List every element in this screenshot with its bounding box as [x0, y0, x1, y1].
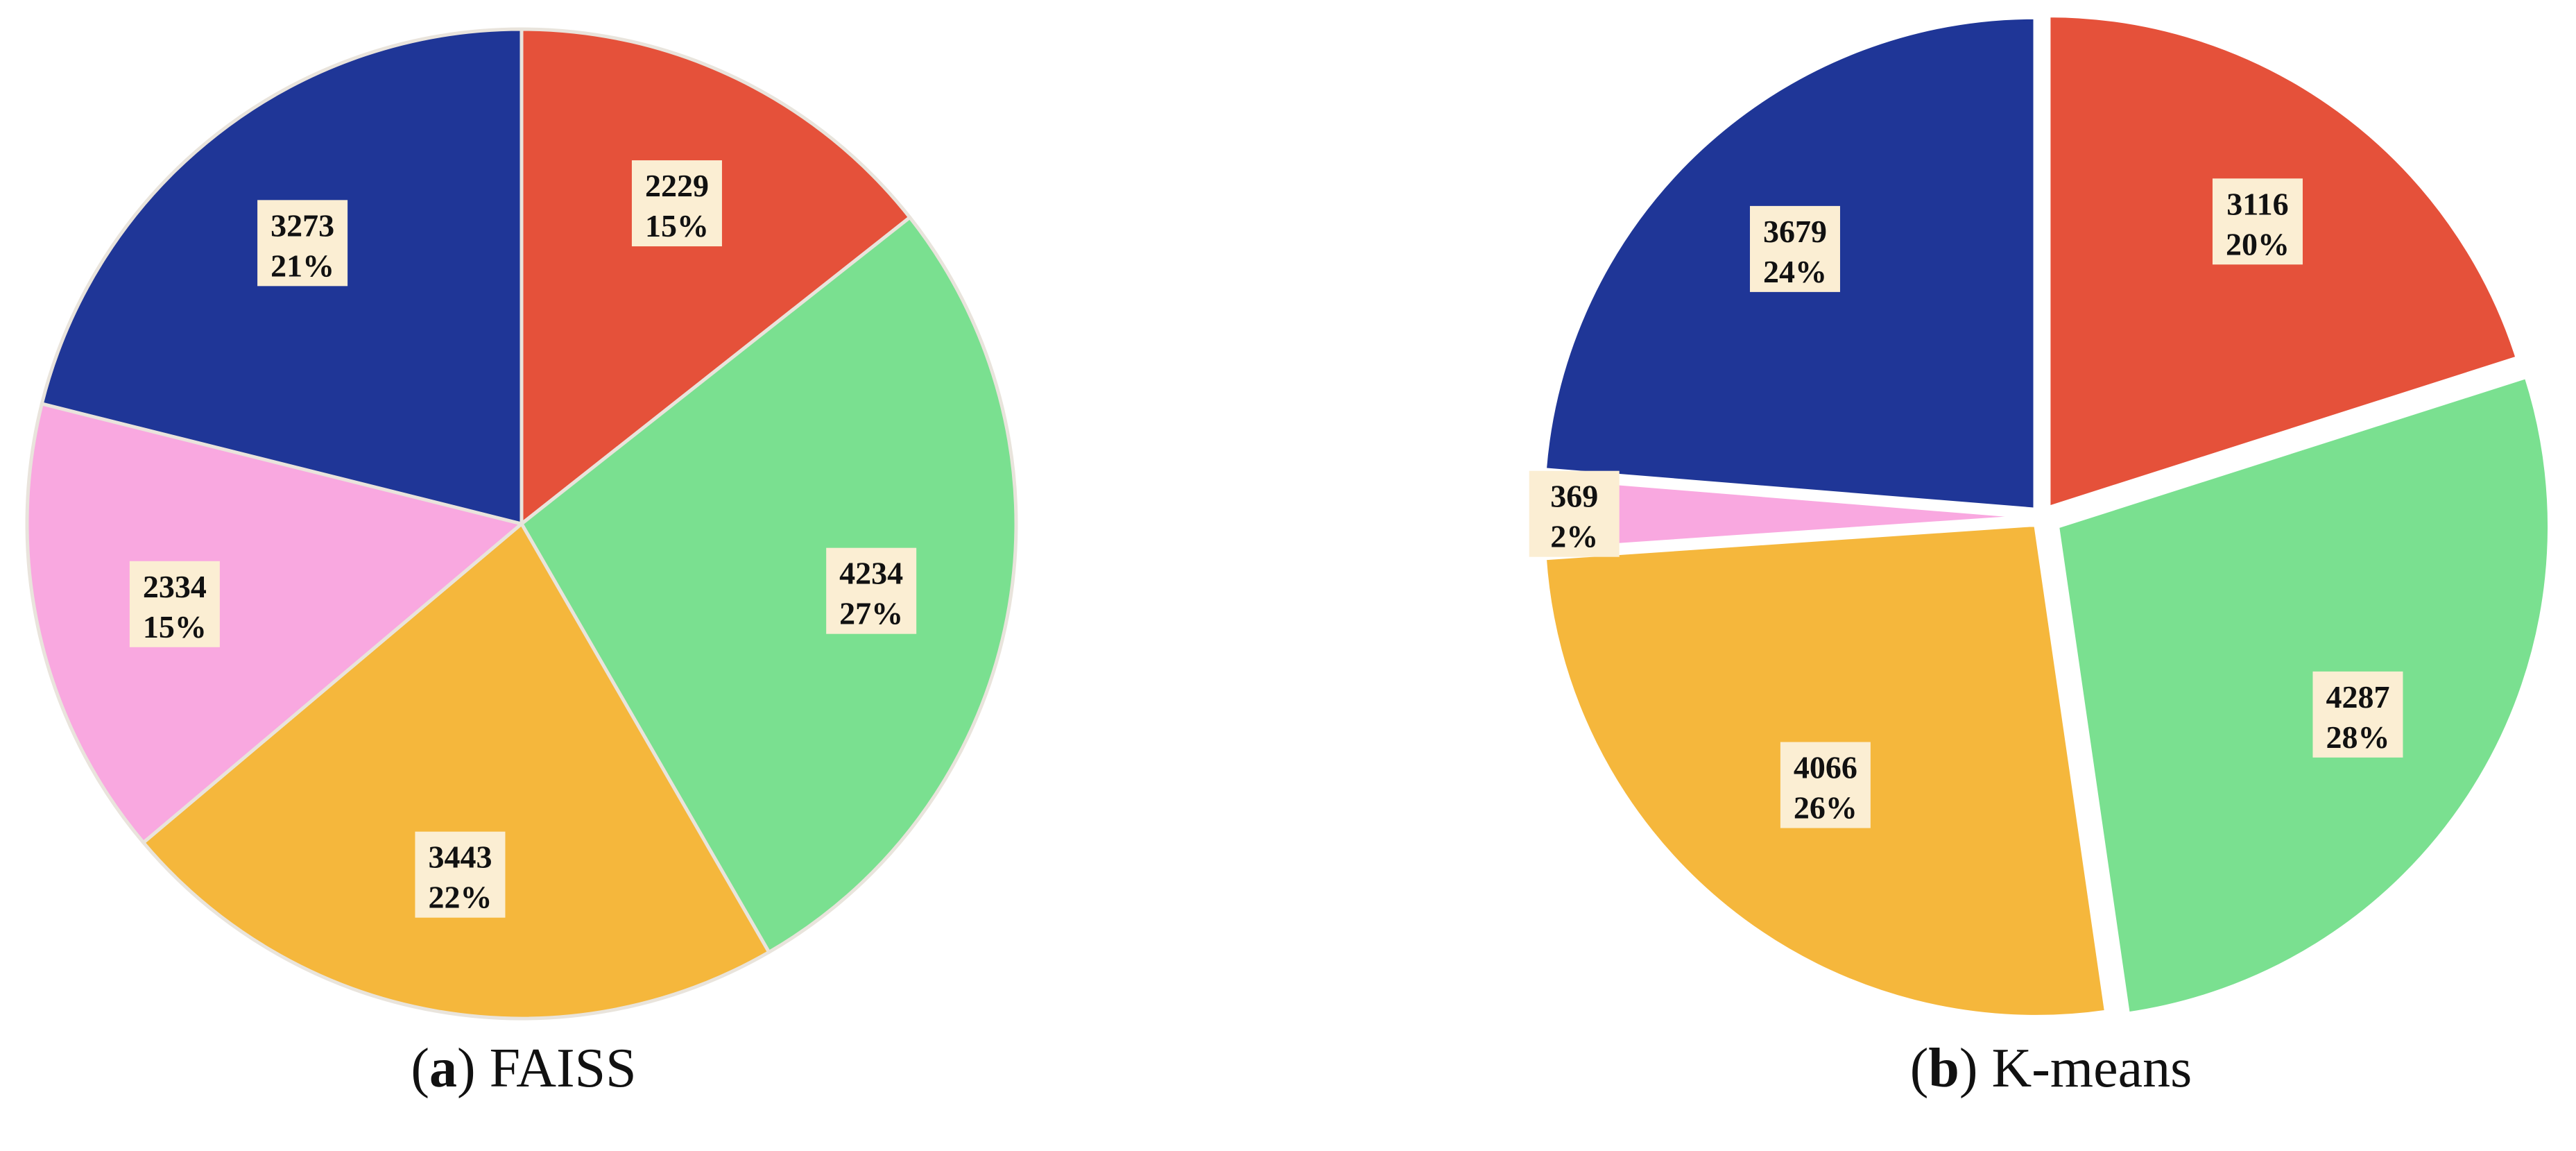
pie-slice [520, 215, 1018, 954]
caption-faiss: (a) FAISS [0, 1037, 1047, 1114]
slice-percent-label: 24% [1763, 254, 1827, 289]
slice-value-label: 3273 [271, 207, 334, 243]
caption-text: K-means [1991, 1038, 2192, 1099]
slice-label-box [826, 547, 917, 634]
pie-slice [141, 522, 771, 1021]
caption-close-paren: ) [457, 1038, 476, 1099]
caption-kmeans: (b) K-means [1665, 1037, 2437, 1114]
slice-label: 4287 28% [2312, 671, 2403, 758]
pie-slice [2055, 374, 2552, 1016]
caption-text: FAISS [489, 1038, 637, 1099]
caption-open-paren: ( [411, 1038, 430, 1099]
slice-percent-label: 26% [1794, 790, 1857, 826]
slice-label-box [1780, 742, 1871, 828]
slice-value-label: 3443 [428, 839, 492, 875]
slice-label-box [2312, 671, 2403, 758]
slice-label: 3679 24% [1749, 205, 1840, 292]
slice-label: 2334 15% [129, 561, 220, 647]
slice-label: 3116 20% [2212, 178, 2303, 265]
slice-percent-label: 20% [2226, 226, 2290, 262]
slice-label-box [2212, 178, 2303, 265]
slice-value-label: 4287 [2326, 679, 2389, 715]
pie-slices [1538, 13, 2552, 1019]
slice-label: 4234 27% [826, 547, 917, 634]
caption-open-paren: ( [1909, 1038, 1929, 1099]
caption-letter: a [429, 1038, 458, 1099]
slice-label-box [257, 200, 348, 287]
caption-letter: b [1928, 1038, 1959, 1099]
slice-label: 2229 15% [631, 160, 722, 247]
slice-label-box [415, 831, 506, 918]
pie-slice [520, 27, 912, 526]
slice-percent-label: 21% [271, 248, 334, 283]
pie-slices [25, 27, 1018, 1021]
slice-label: 3443 22% [415, 831, 506, 918]
slice-label-box [1749, 205, 1840, 292]
slice-percent-label: 2% [1550, 519, 1598, 554]
slice-percent-label: 27% [839, 596, 903, 631]
slice-label-box [129, 561, 220, 647]
slice-label-box [1529, 470, 1620, 557]
slice-percent-label: 22% [428, 880, 492, 915]
slice-value-label: 2334 [143, 569, 207, 604]
slice-value-label: 3116 [2226, 186, 2288, 221]
slice-percent-label: 28% [2326, 719, 2389, 755]
pie-labels: 2229 15% 4234 27% 3443 22% 2334 15% 3273 21% [129, 160, 917, 918]
caption-close-paren: ) [1959, 1038, 1978, 1099]
slice-value-label: 369 [1550, 479, 1598, 514]
slice-percent-label: 15% [143, 609, 207, 645]
slice-value-label: 4234 [839, 556, 903, 591]
pie-slice [25, 402, 524, 844]
slice-value-label: 2229 [645, 168, 709, 203]
slice-label-box [631, 160, 722, 247]
slice-percent-label: 15% [645, 208, 709, 244]
pie-chart-faiss: 2229 15% 4234 27% 3443 22% 2334 15% 3273 21% [25, 27, 1018, 1021]
slice-value-label: 3679 [1763, 214, 1827, 249]
slice-label: 4066 26% [1780, 742, 1871, 828]
slice-value-label: 4066 [1794, 750, 1857, 785]
slice-label: 3273 21% [257, 200, 348, 287]
